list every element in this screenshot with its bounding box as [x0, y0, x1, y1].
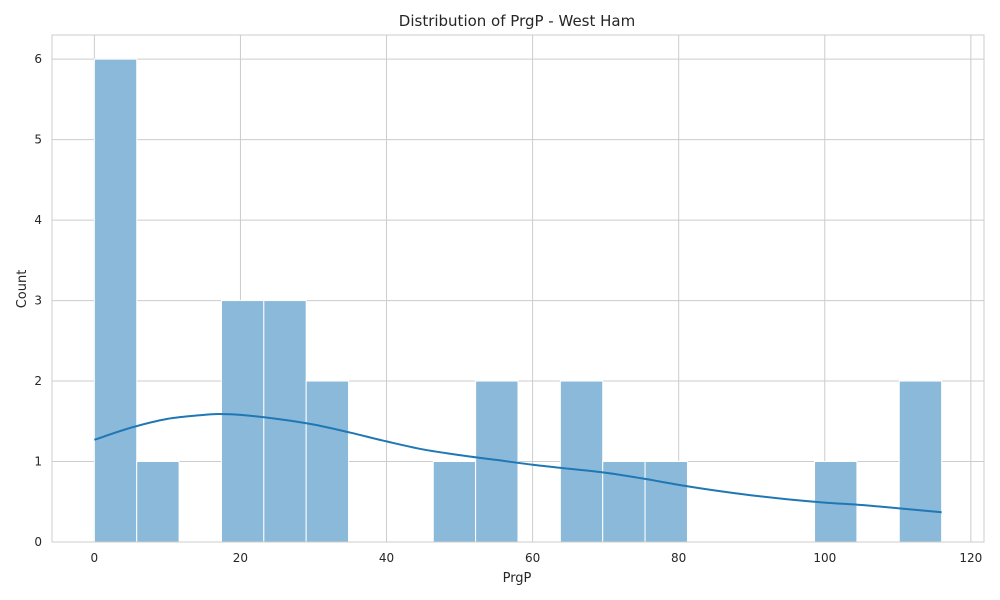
y-tick-label: 6 [34, 52, 42, 66]
y-tick-label: 4 [34, 213, 42, 227]
histogram-bar [136, 461, 180, 543]
histogram-bar [220, 300, 265, 543]
grid-layer [52, 35, 984, 543]
x-tick-label: 80 [671, 551, 686, 565]
bars-layer [93, 58, 943, 543]
x-tick-label: 20 [233, 551, 248, 565]
x-tick-label: 100 [813, 551, 836, 565]
x-axis-label: PrgP [503, 571, 532, 586]
y-tick-label: 1 [34, 455, 42, 469]
histogram-bar [559, 380, 604, 543]
histogram-bar [644, 461, 688, 543]
y-tick-label: 5 [34, 133, 42, 147]
x-tick-label: 0 [91, 551, 99, 565]
y-tick-label: 3 [34, 294, 42, 308]
x-tick-labels: 0 20 40 60 80 100 120 [91, 551, 983, 565]
x-tick-label: 120 [959, 551, 982, 565]
histogram-bar [898, 380, 943, 543]
y-axis-label: Count [15, 270, 30, 309]
y-tick-label: 0 [34, 535, 42, 549]
x-tick-label: 40 [379, 551, 394, 565]
x-tick-label: 60 [525, 551, 540, 565]
kde-curve [94, 413, 942, 514]
y-tick-labels: 0 1 2 3 4 5 6 [34, 52, 42, 549]
chart-title: Distribution of PrgP - West Ham [399, 12, 635, 30]
histogram-bar [93, 58, 138, 543]
histogram-bar [432, 461, 477, 543]
histogram-bar [305, 380, 350, 543]
plot-frame [51, 34, 985, 543]
y-tick-label: 2 [34, 374, 42, 388]
